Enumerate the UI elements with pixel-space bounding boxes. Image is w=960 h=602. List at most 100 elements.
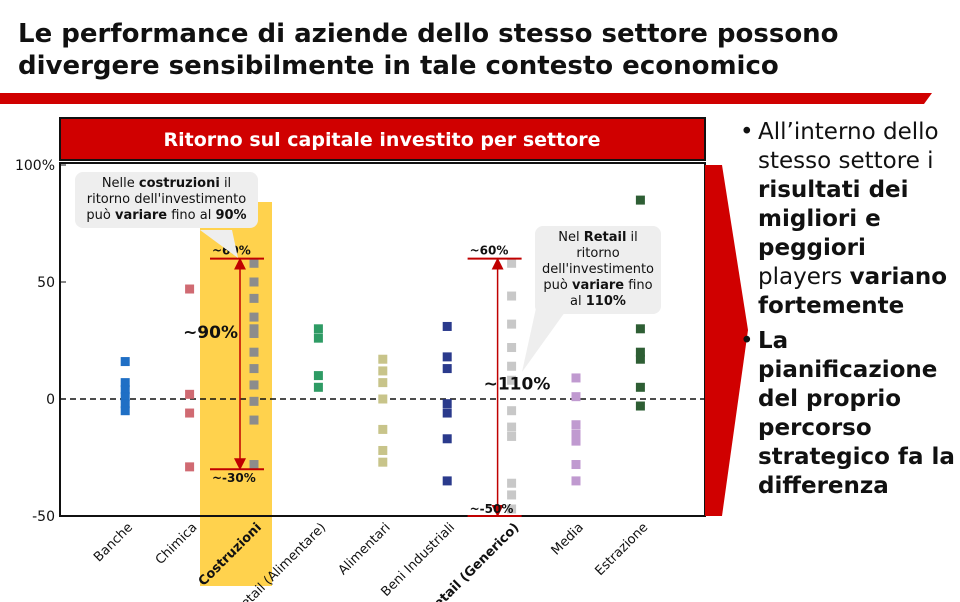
point <box>378 445 388 455</box>
point <box>120 392 130 402</box>
x-tick-label: Banche <box>91 520 136 565</box>
text-run: 110% <box>585 294 626 309</box>
slide-title: Le performance di aziende dello stesso s… <box>18 18 839 82</box>
text-run: costruzioni <box>138 176 220 191</box>
point <box>507 319 517 329</box>
range-top-label: ~60% <box>470 244 509 258</box>
point <box>313 333 323 343</box>
y-tick-label: 50 <box>37 275 55 291</box>
point <box>635 347 645 357</box>
point <box>507 431 517 441</box>
point <box>185 389 195 399</box>
point <box>185 462 195 472</box>
point <box>507 490 517 500</box>
text-run: fino al <box>570 278 653 309</box>
text-run: variano fortemente <box>758 264 948 319</box>
text-run: il ritorno dell'investimento può <box>541 230 655 293</box>
range-span-label: ~110% <box>484 374 551 394</box>
title-line: Le performance di aziende dello stesso s… <box>18 19 839 49</box>
point <box>120 399 130 409</box>
point <box>507 478 517 488</box>
arrow <box>705 165 748 516</box>
text-run: 90% <box>215 208 247 223</box>
point <box>442 408 452 418</box>
point <box>378 354 388 364</box>
point <box>378 457 388 467</box>
text-run: Nelle <box>101 176 139 191</box>
point <box>249 460 259 470</box>
title-line: divergere sensibilmente in tale contesto… <box>18 51 779 81</box>
point <box>635 382 645 392</box>
point <box>249 328 259 338</box>
point <box>635 324 645 334</box>
range-bottom-label: ~-30% <box>212 471 256 485</box>
point <box>442 352 452 362</box>
point <box>378 394 388 404</box>
text-run: Nel <box>558 230 584 245</box>
point <box>249 324 259 334</box>
point <box>249 364 259 374</box>
point <box>313 324 323 334</box>
point <box>635 401 645 411</box>
text-run: il ritorno dell'investimento può <box>86 176 247 223</box>
point <box>507 406 517 416</box>
x-tick-label: Media <box>549 520 587 558</box>
range-span-label: ~90% <box>183 323 238 343</box>
bullet: La pianificazione del proprio percorso s… <box>740 327 955 501</box>
x-tick-label: Estrazione <box>593 520 652 579</box>
x-tick-label: Alimentari <box>336 520 394 578</box>
text-run: variare <box>571 278 625 293</box>
text-run: All’interno dello stesso settore i <box>758 119 939 174</box>
x-tick-label: Chimica <box>153 520 201 568</box>
point <box>120 378 130 388</box>
point <box>249 380 259 390</box>
text-run: variare <box>114 208 168 223</box>
text-run: Retail <box>583 230 627 245</box>
point <box>442 476 452 486</box>
point <box>507 361 517 371</box>
point <box>571 429 581 439</box>
callout-pointer <box>200 230 238 258</box>
point <box>442 399 452 409</box>
point <box>378 378 388 388</box>
point <box>571 460 581 470</box>
point <box>249 312 259 322</box>
range-bottom-label: ~-50% <box>470 502 514 516</box>
y-tick-label: -50 <box>32 509 55 525</box>
point <box>249 293 259 303</box>
point <box>249 396 259 406</box>
text-run: fino al <box>167 208 216 223</box>
point <box>249 258 259 268</box>
point <box>120 385 130 395</box>
point <box>507 258 517 268</box>
point <box>507 375 517 385</box>
point <box>313 371 323 381</box>
text-run: La pianificazione del proprio percorso s… <box>758 328 955 499</box>
point <box>571 436 581 446</box>
point <box>378 366 388 376</box>
point <box>635 195 645 205</box>
point <box>571 392 581 402</box>
point <box>249 347 259 357</box>
point <box>442 321 452 331</box>
point <box>635 354 645 364</box>
point <box>313 382 323 392</box>
point <box>185 408 195 418</box>
callout: Nelle costruzioni il ritorno dell'invest… <box>75 172 258 228</box>
point <box>571 420 581 430</box>
bullet: All’interno dello stesso settore i risul… <box>740 118 955 321</box>
point <box>507 343 517 353</box>
y-tick-label: 100% <box>15 158 55 174</box>
bullets: All’interno dello stesso settore i risul… <box>740 118 955 507</box>
point <box>507 291 517 301</box>
callout: Nel Retail il ritorno dell'investimento … <box>535 226 661 314</box>
point <box>442 434 452 444</box>
point <box>507 422 517 432</box>
point <box>120 357 130 367</box>
chart-title: Ritorno sul capitale investito per setto… <box>163 129 600 151</box>
point <box>185 284 195 294</box>
chart-header <box>59 117 706 161</box>
point <box>507 504 517 514</box>
